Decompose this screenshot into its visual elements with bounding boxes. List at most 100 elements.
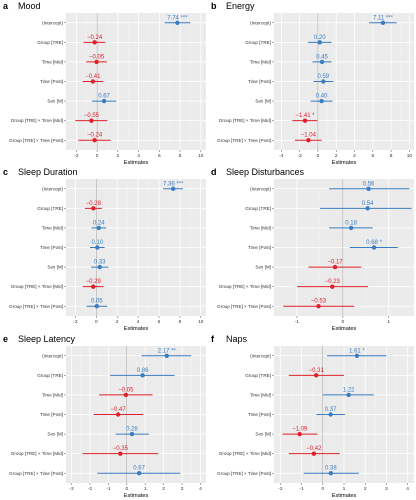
- category-label: Time [Mid]: [250, 226, 271, 231]
- estimate-label: 0.38: [325, 466, 337, 472]
- estimate-label: 0.56: [363, 181, 375, 187]
- category-label: Time [Post]: [248, 79, 271, 84]
- estimate-label: −0.17: [327, 260, 343, 266]
- estimate-label: −0.55: [84, 113, 100, 119]
- estimate-label: 0.68 *: [366, 240, 382, 246]
- estimate-point: [328, 412, 333, 417]
- estimate-label: 0.45: [316, 54, 328, 60]
- estimate-point: [297, 431, 302, 437]
- category-label: Group [TRE] × Time [Mid]: [219, 118, 271, 123]
- category-label: (Intercept): [42, 353, 63, 358]
- x-axis-title: Estimates: [124, 326, 149, 332]
- x-tick-label: -2: [278, 486, 283, 492]
- category-label: Group [TRE]: [37, 40, 63, 45]
- estimate-label: 0.54: [362, 201, 374, 207]
- estimate-point: [330, 284, 335, 289]
- estimate-point: [91, 206, 96, 211]
- x-tick-label: 1: [387, 319, 390, 325]
- category-label: Group [TRE] × Time [Mid]: [219, 451, 271, 456]
- panel-c: c Sleep Duration -2 0 2 4 6 8 10 (Intercept) Group…: [3, 167, 206, 332]
- x-tick-label: 2: [335, 153, 338, 159]
- estimate-label: 2.17 **: [158, 348, 177, 354]
- estimate-point: [380, 20, 386, 25]
- x-tick-label: 4: [137, 319, 140, 325]
- category-label: Group [TRE] × Time [Mid]: [11, 118, 63, 123]
- estimate-point: [175, 20, 180, 25]
- x-tick-label: 0: [96, 153, 99, 159]
- estimate-label: 0.67: [98, 94, 110, 100]
- estimate-point: [346, 392, 351, 398]
- x-tick-label: 8: [390, 153, 393, 159]
- x-tick-label: 2: [117, 153, 120, 159]
- x-tick-label: -1: [295, 319, 300, 325]
- estimate-point: [170, 186, 176, 191]
- estimate-label: 0.86: [137, 368, 149, 374]
- estimate-point: [366, 186, 371, 191]
- estimate-point: [306, 138, 311, 143]
- x-tick-label: 2: [162, 486, 165, 492]
- estimate-label: 0.40: [316, 94, 328, 100]
- estimate-label: 0.20: [314, 35, 326, 41]
- x-tick-label: 8: [179, 319, 182, 325]
- estimate-point: [136, 471, 142, 476]
- estimate-label: −0.23: [325, 279, 341, 285]
- estimate-label: −0.24: [87, 35, 103, 41]
- x-tick-label: 4: [137, 153, 140, 159]
- estimate-point: [129, 431, 135, 437]
- estimate-label: −0.24: [87, 133, 103, 139]
- estimate-point: [302, 118, 308, 123]
- category-label: Time [Post]: [248, 245, 271, 250]
- x-tick-label: -2: [297, 153, 302, 159]
- estimate-label: 0.18: [345, 220, 357, 226]
- estimate-label: −0.28: [86, 201, 102, 207]
- x-tick-label: 3: [385, 486, 388, 492]
- estimate-label: 1.61 *: [349, 348, 365, 354]
- panel-e: e Sleep Latency -3 -2 -1 0 1 2 3 4 (Intercept) Grou…: [3, 334, 206, 499]
- estimate-point: [319, 59, 325, 65]
- estimate-point: [319, 98, 324, 104]
- x-tick-label: -4: [279, 153, 284, 159]
- estimate-label: −0.35: [113, 446, 129, 452]
- x-tick-label: 6: [158, 319, 161, 325]
- category-label: Time [Mid]: [42, 393, 63, 398]
- estimate-point: [115, 412, 121, 417]
- x-tick-label: -3: [69, 486, 74, 492]
- estimate-label: 7.36 ***: [163, 181, 184, 187]
- estimate-label: 7.11 ***: [373, 15, 394, 21]
- estimate-point: [91, 284, 96, 289]
- category-label: Time [Post]: [40, 79, 63, 84]
- category-label: Group [TRE]: [37, 373, 63, 378]
- estimate-point: [90, 79, 96, 84]
- estimate-point: [332, 264, 338, 270]
- panel-title: Naps: [226, 334, 248, 344]
- estimate-label: 7.74 ***: [167, 15, 188, 21]
- x-tick-label: 10: [198, 319, 204, 325]
- estimate-label: 0.28: [126, 427, 138, 433]
- x-tick-label: 4: [406, 486, 409, 492]
- x-tick-label: 0: [125, 486, 128, 492]
- x-tick-label: -1: [299, 486, 304, 492]
- category-label: Time [Post]: [40, 245, 63, 250]
- x-tick-label: 0: [95, 319, 98, 325]
- category-label: Group [TRE] × Time [Post]: [217, 138, 271, 143]
- estimate-point: [365, 206, 370, 211]
- estimate-point: [101, 98, 107, 104]
- estimate-label: −0.29: [86, 279, 102, 285]
- panel-title: Sleep Duration: [18, 167, 78, 177]
- x-tick-label: 2: [116, 319, 119, 325]
- estimate-point: [89, 118, 94, 123]
- x-tick-label: 0: [342, 319, 345, 325]
- estimate-label: −0.42: [306, 446, 322, 452]
- estimate-label: −0.31: [309, 368, 325, 374]
- category-label: Group [TRE] × Time [Post]: [9, 471, 63, 476]
- estimate-point: [118, 451, 123, 456]
- panel-title: Sleep Latency: [18, 334, 76, 344]
- estimate-label: −0.05: [118, 387, 134, 393]
- x-tick-label: 10: [407, 153, 413, 159]
- panel-letter: d: [211, 167, 217, 177]
- estimate-label: −0.47: [111, 407, 127, 413]
- x-tick-label: 6: [371, 153, 374, 159]
- x-tick-label: 6: [158, 153, 161, 159]
- panel-title: Sleep Disturbances: [226, 167, 305, 177]
- estimate-point: [92, 40, 97, 45]
